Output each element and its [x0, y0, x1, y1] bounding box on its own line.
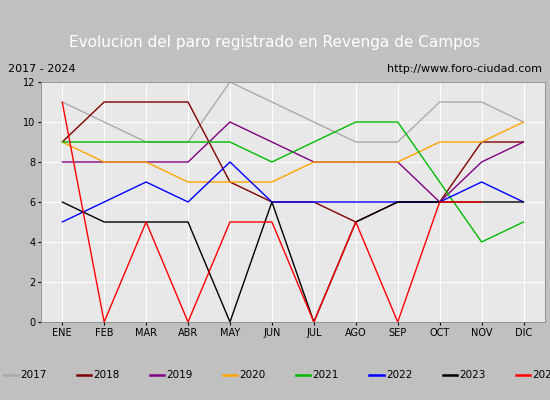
Text: 2019: 2019: [167, 370, 193, 380]
Text: 2024: 2024: [532, 370, 550, 380]
Text: 2022: 2022: [386, 370, 412, 380]
Text: 2018: 2018: [94, 370, 120, 380]
Text: 2021: 2021: [312, 370, 339, 380]
Text: Evolucion del paro registrado en Revenga de Campos: Evolucion del paro registrado en Revenga…: [69, 36, 481, 50]
Text: 2017 - 2024: 2017 - 2024: [8, 64, 76, 74]
Text: 2017: 2017: [20, 370, 47, 380]
Text: 2020: 2020: [240, 370, 266, 380]
Text: 2023: 2023: [459, 370, 485, 380]
Text: http://www.foro-ciudad.com: http://www.foro-ciudad.com: [387, 64, 542, 74]
